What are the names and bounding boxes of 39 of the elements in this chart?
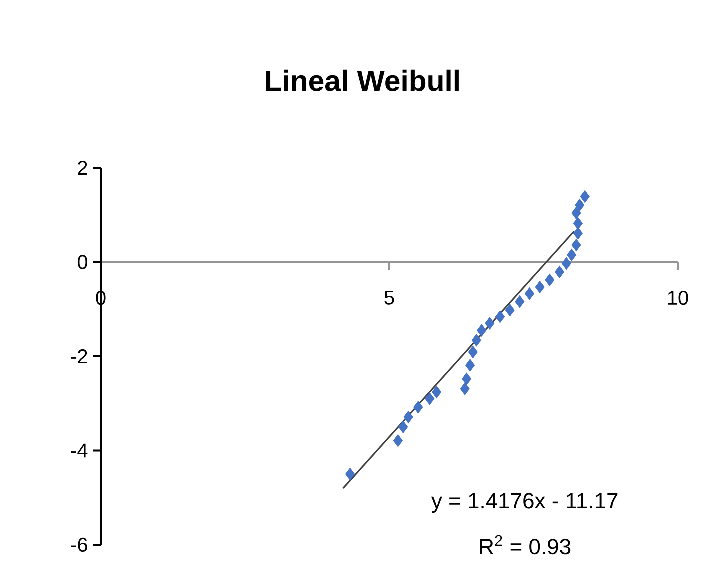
chart-title: Lineal Weibull <box>266 70 459 92</box>
y-tick-label: 0 <box>78 255 88 270</box>
point <box>580 190 590 204</box>
x-tick-label: 10 <box>668 290 688 306</box>
point <box>404 411 414 424</box>
point <box>496 310 506 324</box>
point <box>346 468 356 481</box>
point <box>573 217 583 230</box>
point <box>414 401 424 414</box>
point <box>460 382 470 396</box>
point <box>472 334 482 347</box>
point <box>572 239 582 252</box>
point <box>393 434 403 448</box>
annotation: R$^{2}$ = 0.93 <box>480 535 571 555</box>
point <box>575 198 585 212</box>
point <box>477 324 487 337</box>
point <box>545 274 555 286</box>
point <box>466 359 476 372</box>
point <box>562 257 572 270</box>
y-tick-label: -4 <box>71 444 88 458</box>
point <box>554 266 564 278</box>
point <box>398 420 408 434</box>
point <box>468 346 478 359</box>
point <box>432 386 442 399</box>
y-tick-label: -2 <box>71 350 88 364</box>
point <box>573 227 583 240</box>
y-tick-label: 2 <box>78 161 88 175</box>
point <box>425 392 435 406</box>
point <box>567 248 577 262</box>
annotation: y = 1.4176x - 11.17 <box>431 493 618 514</box>
point <box>485 317 495 330</box>
point <box>505 304 515 317</box>
point <box>515 296 525 308</box>
point <box>524 288 534 300</box>
point <box>572 206 582 220</box>
x-tick-label: 5 <box>384 290 394 305</box>
point <box>535 280 545 294</box>
point <box>462 372 472 386</box>
y-tick-label: -6 <box>71 538 88 552</box>
